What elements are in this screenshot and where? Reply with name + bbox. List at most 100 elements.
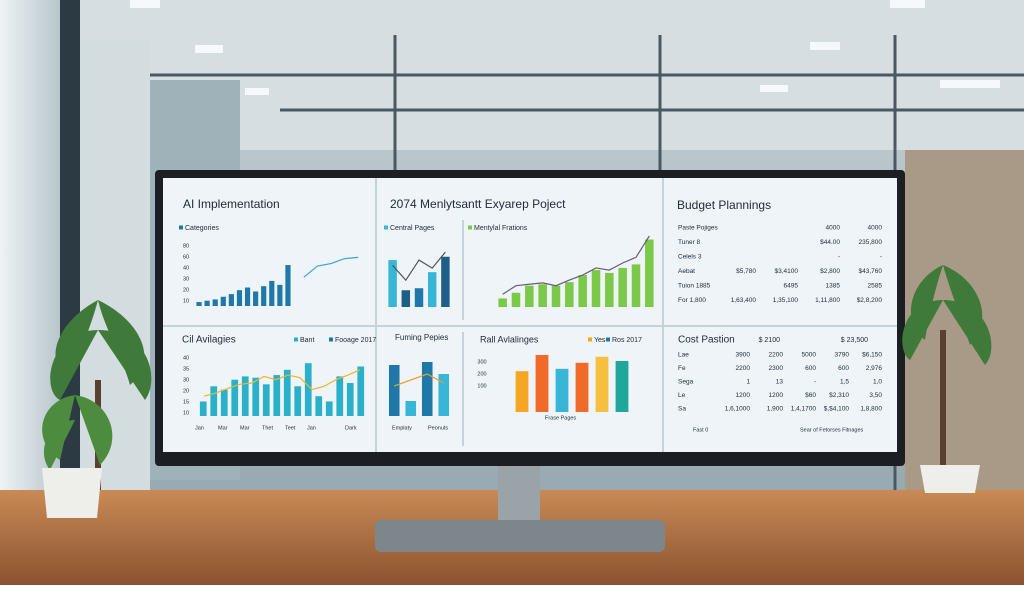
cell: 3900 (736, 352, 751, 359)
plant-right (902, 265, 992, 493)
bar (336, 376, 344, 416)
cell: - (838, 254, 840, 261)
cell: $2,800 (820, 268, 840, 275)
cell: $2,8,200 (857, 297, 883, 304)
bar (551, 285, 561, 307)
bar (645, 239, 654, 307)
cell: 1200 (736, 392, 751, 399)
bar (535, 355, 549, 412)
legend-label: Categories (185, 225, 219, 232)
header-value: $ 23,500 (841, 337, 868, 344)
bar (438, 374, 450, 416)
bar (421, 362, 433, 416)
bar (241, 376, 249, 416)
cell: $6,150 (862, 352, 882, 359)
bar (591, 270, 601, 307)
cell: 1,8,800 (860, 406, 882, 413)
bar (555, 368, 569, 412)
monitor-neck (498, 462, 540, 524)
legend-label: Fooage 2017 (335, 337, 376, 344)
bar (511, 292, 521, 307)
cell: 1,0 (873, 379, 882, 386)
row-label: For 1,800 (678, 297, 706, 304)
cell: 2,976 (866, 365, 883, 372)
bar (515, 371, 529, 412)
line (203, 369, 361, 397)
row-label: Sa (678, 406, 686, 413)
bar (277, 284, 283, 306)
cell: 6495 (784, 283, 799, 290)
bar (605, 272, 614, 307)
bar (388, 260, 397, 307)
panel-title: Cost Pastion (678, 335, 735, 346)
cell: $44.00 (820, 239, 840, 246)
row-label: Lae (678, 352, 689, 359)
x-label: Thet (262, 425, 273, 431)
bar (283, 369, 291, 416)
x-label: Jan (195, 425, 204, 431)
legend-label: Yes (594, 337, 606, 344)
x-label: Emplaty (392, 425, 412, 431)
x-label: Teet (285, 425, 296, 431)
cell: 1,900 (767, 406, 784, 413)
cell: 2300 (769, 365, 784, 372)
bar (615, 361, 629, 412)
cell: 1200 (769, 392, 784, 399)
row-label: Celels 3 (678, 254, 702, 261)
ceiling-lights (130, 0, 1000, 95)
line (502, 235, 650, 295)
bar (228, 294, 234, 306)
monitor-base (375, 520, 665, 552)
x-label: Dark (345, 425, 357, 431)
cell: $60 (805, 392, 816, 399)
y-tick-label: 80 (183, 243, 189, 249)
cell: 3790 (835, 352, 850, 359)
bar (204, 300, 210, 306)
cell: $43,760 (859, 268, 883, 275)
cell: 1,63,400 (731, 297, 757, 304)
panel-title: AI Implementation (183, 197, 280, 211)
bar (414, 288, 424, 307)
cell: 600 (838, 365, 849, 372)
y-tick-label: 15 (183, 399, 189, 405)
x-label: Frase Pages (545, 415, 576, 421)
bar (273, 375, 281, 416)
bar (315, 396, 323, 416)
bar (212, 299, 218, 306)
bar (575, 362, 589, 412)
legend-label: Ros 2017 (612, 337, 642, 344)
row-label: Tuner 8 (678, 239, 701, 246)
cell: $2,310 (829, 392, 849, 399)
cell: 2200 (736, 365, 751, 372)
plant-left (42, 300, 152, 518)
panel-title: Cil Avilagies (182, 335, 236, 346)
y-tick-label: 40 (183, 265, 189, 271)
row-label: Aebat (678, 268, 695, 275)
bar (199, 401, 207, 416)
cell: $3,4100 (775, 268, 799, 275)
cell: 1,6,1000 (725, 406, 751, 413)
bar (405, 401, 417, 416)
x-label: Fast 0 (693, 427, 708, 433)
bar (565, 282, 574, 307)
legend-label: Mentylal Frations (474, 225, 528, 232)
panel-dividers (163, 178, 897, 452)
panel-title: Budget Plannings (677, 198, 771, 212)
row-label: Le (678, 392, 686, 399)
cell: 3,50 (869, 392, 882, 399)
bar (618, 267, 627, 307)
row-label: Fe (678, 365, 686, 372)
legend-swatch (384, 225, 388, 230)
cell: 2585 (868, 283, 883, 290)
bar (236, 290, 243, 306)
panel-title: Fuming Pepies (395, 333, 448, 342)
y-tick-label: 300 (477, 359, 486, 365)
y-tick-label: 60 (183, 254, 189, 260)
bar (210, 386, 218, 416)
y-tick-label: 10 (183, 298, 189, 304)
legend-swatch (606, 337, 610, 342)
y-tick-label: 30 (183, 377, 189, 383)
row-label: Paste Pojiges (678, 225, 718, 232)
cell: $5,780 (736, 268, 756, 275)
